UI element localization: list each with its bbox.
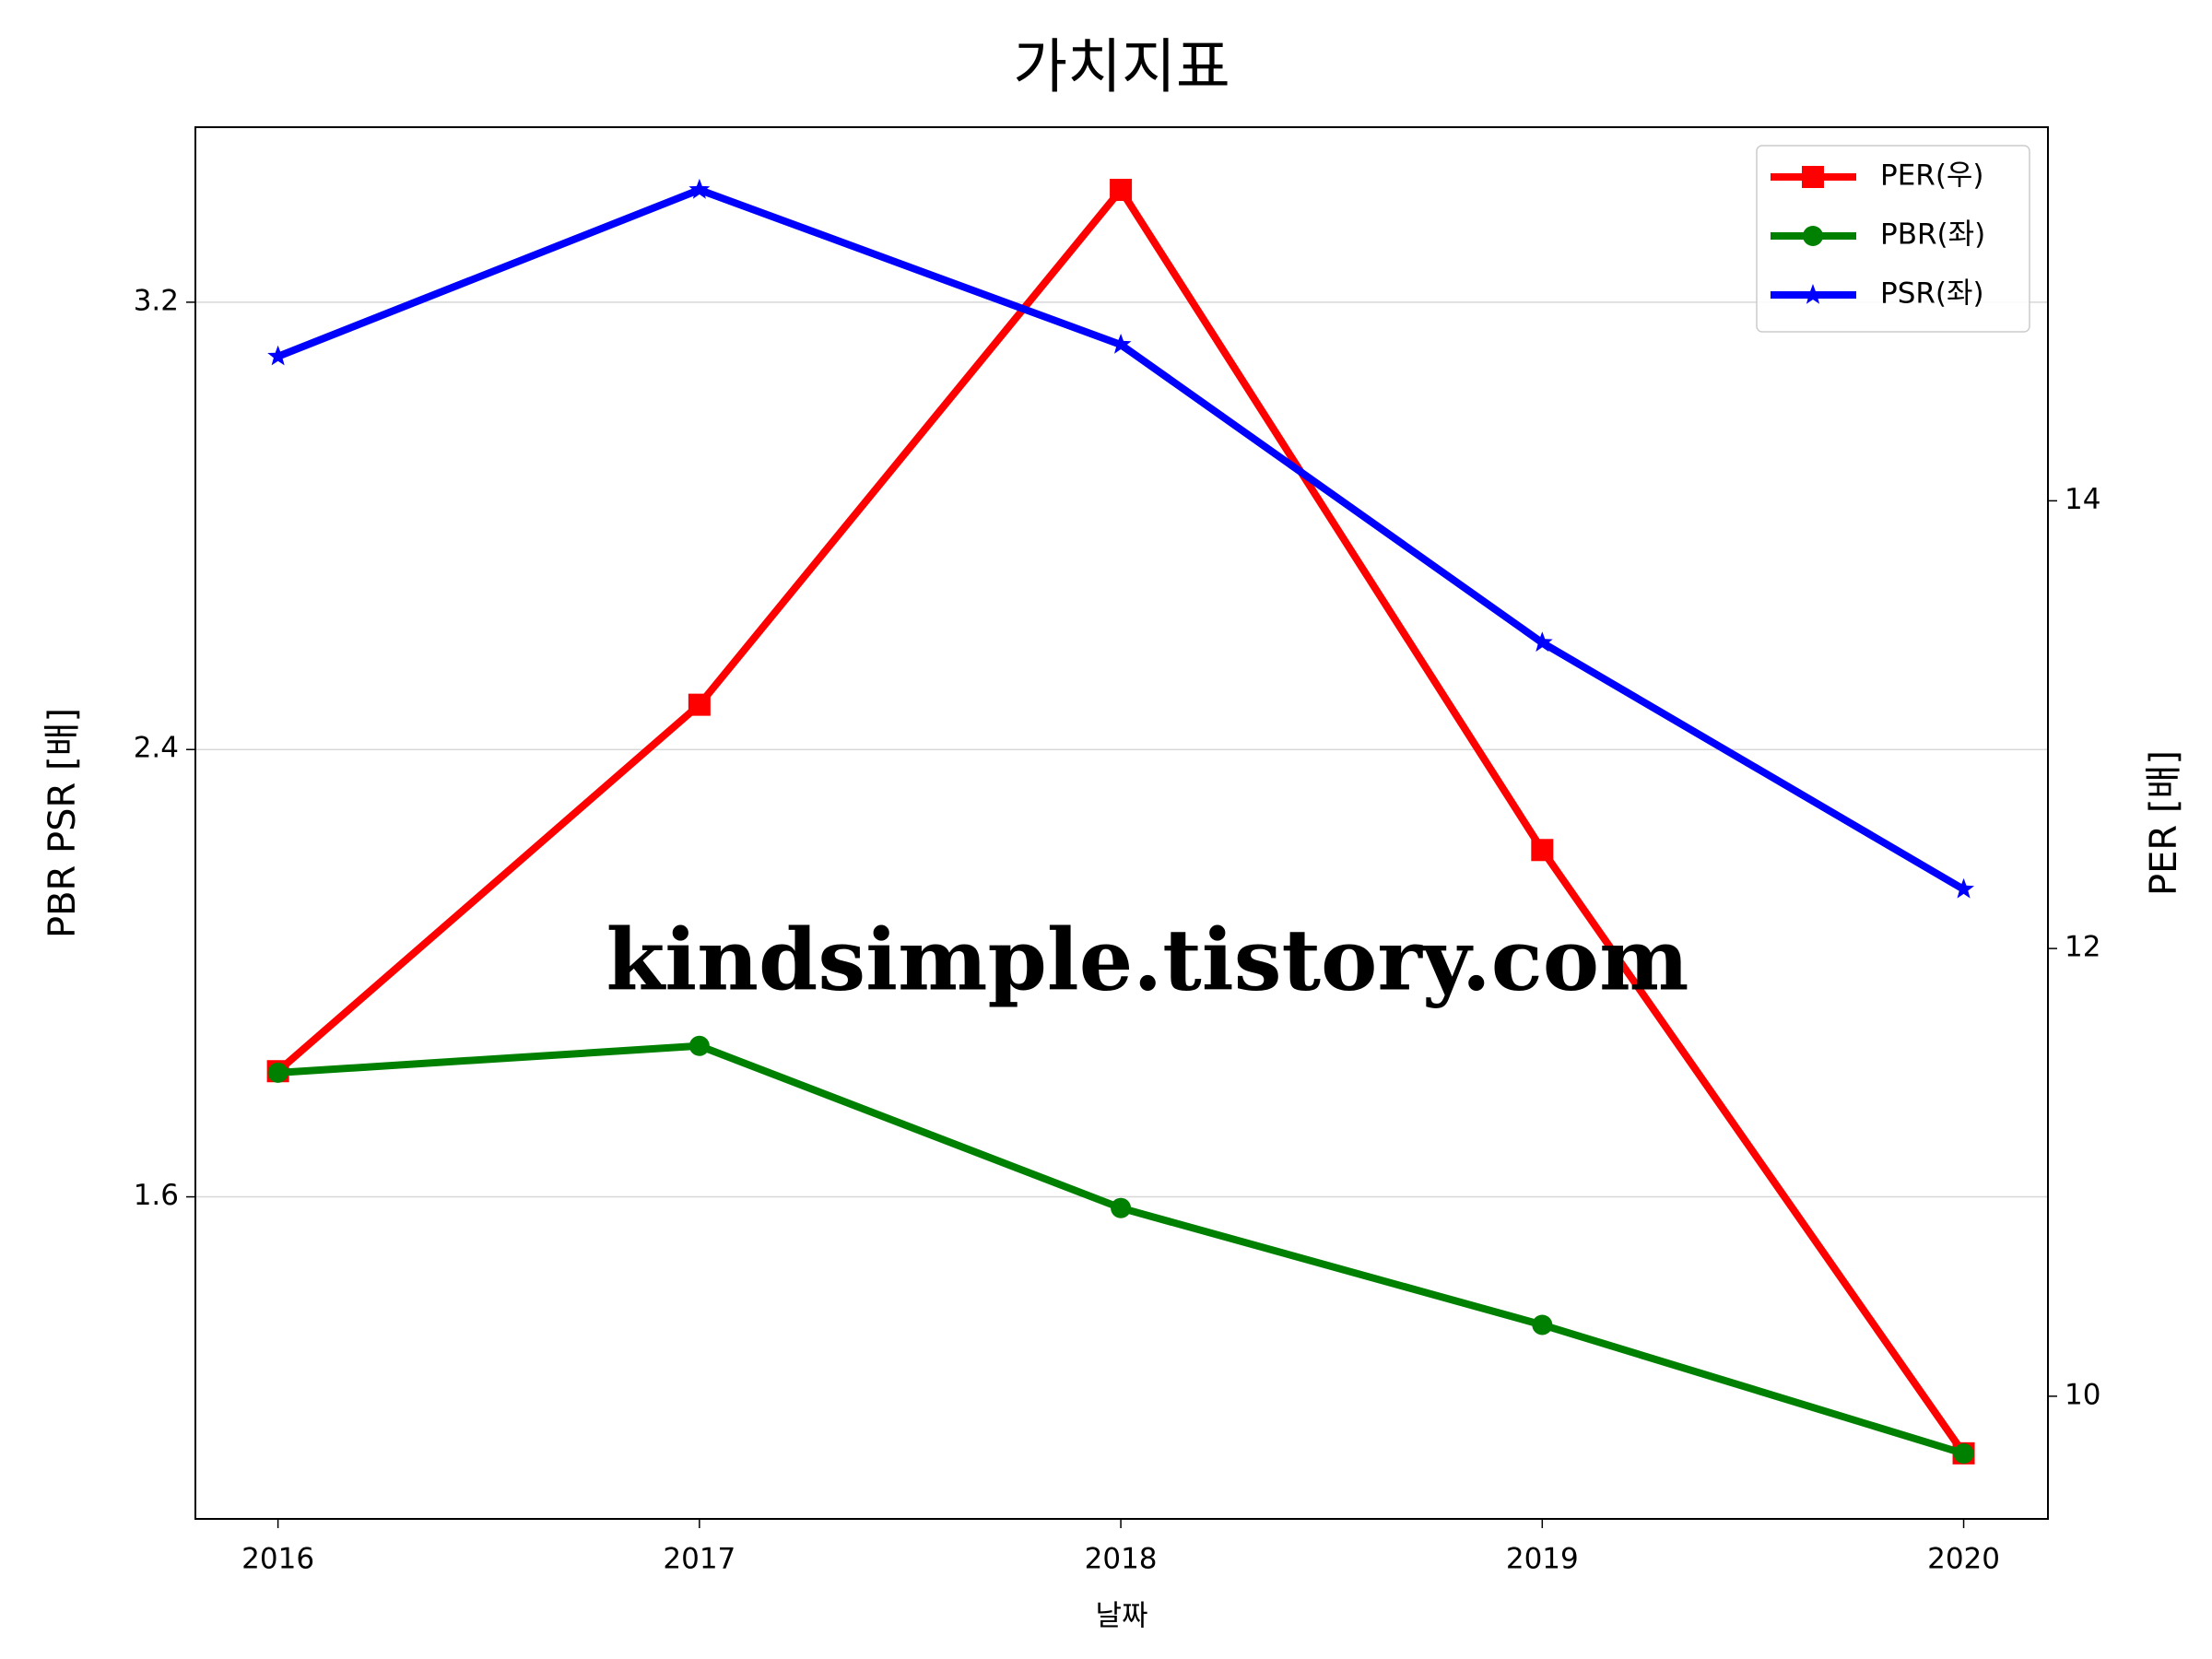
x-axis-label: 날짜: [1095, 1600, 1147, 1633]
marker: [267, 1062, 288, 1083]
y-tick-label: 2.4: [134, 732, 179, 765]
y-axis-label: PBR PSR [배]: [41, 708, 84, 938]
y-tick-label: 3.2: [134, 284, 179, 317]
legend-marker: [1802, 166, 1824, 188]
watermark: kindsimple.tistory.com: [606, 911, 1688, 1010]
legend-box: [1756, 145, 2030, 333]
marker: [1532, 1314, 1553, 1335]
chart-title: 가치지표: [1013, 34, 1230, 102]
marker: [1110, 179, 1133, 202]
y2-axis-label: PER [배]: [2143, 750, 2185, 896]
legend-label: PBR(좌): [1880, 218, 1985, 252]
marker: [1111, 1197, 1132, 1218]
legend-label: PSR(좌): [1880, 277, 1984, 311]
legend-marker: [1803, 226, 1823, 246]
x-tick-label: 2020: [1927, 1543, 2000, 1576]
marker: [688, 1035, 710, 1056]
marker: [1531, 839, 1554, 862]
y2-tick-label: 10: [2065, 1378, 2100, 1411]
marker: [1953, 1443, 1974, 1465]
x-tick-label: 2019: [1506, 1543, 1579, 1576]
y-tick-label: 1.6: [134, 1179, 179, 1212]
x-tick-label: 2017: [663, 1543, 735, 1576]
marker: [688, 693, 711, 716]
x-tick-label: 2018: [1085, 1543, 1158, 1576]
legend-marker: [1802, 284, 1824, 304]
y2-tick-label: 12: [2065, 931, 2100, 964]
legend-label: PER(우): [1880, 159, 1984, 193]
marker: [688, 178, 711, 199]
x-tick-label: 2016: [241, 1543, 314, 1576]
legend: PER(우) PBR(좌) PSR(좌): [1756, 145, 2030, 333]
marker: [1531, 631, 1553, 653]
marker: [1110, 334, 1132, 354]
y2-tick-label: 14: [2065, 483, 2100, 516]
marker: [1953, 877, 1974, 899]
marker: [267, 345, 288, 366]
plot-frame: [194, 126, 2049, 1520]
